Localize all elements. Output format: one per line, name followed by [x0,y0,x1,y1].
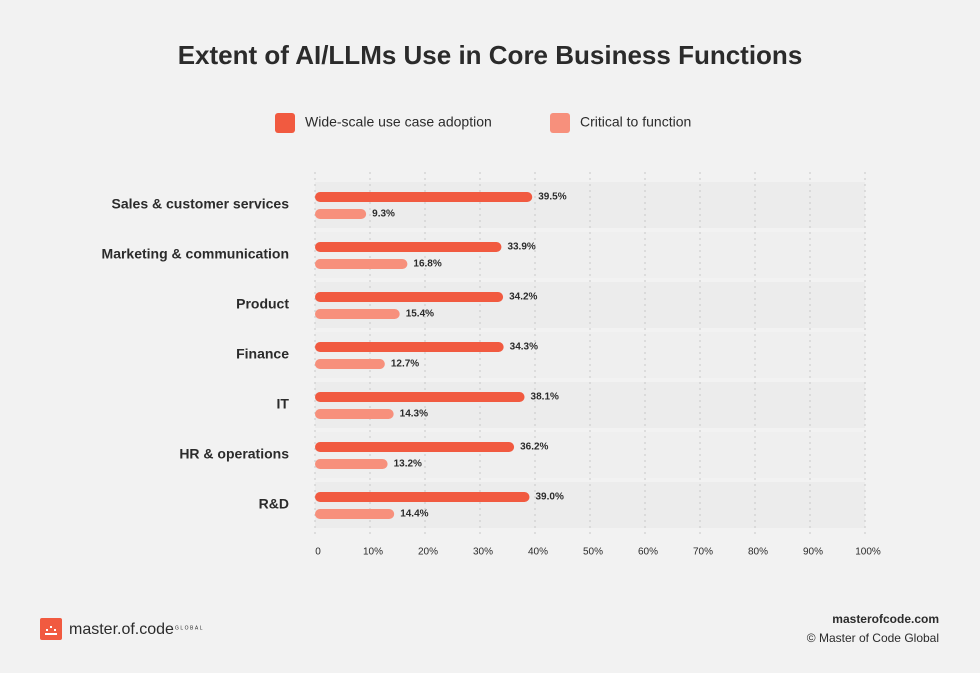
x-tick-label: 70% [693,547,713,558]
y-tick-label: Product [236,296,289,312]
bar [315,259,408,269]
site-url: masterofcode.com [832,612,939,626]
bar [315,342,504,352]
legend-swatch [550,113,570,133]
value-label: 34.2% [509,292,537,303]
bar [315,292,504,302]
value-label: 39.5% [538,192,566,203]
y-tick-label: Marketing & communication [102,246,289,262]
x-tick-label: 0 [315,547,321,558]
x-tick-label: 90% [803,547,823,558]
bar [315,359,385,369]
legend-swatch [275,113,295,133]
bar [315,309,400,319]
bar [315,392,525,402]
x-tick-label: 30% [473,547,493,558]
logo-glyph [45,626,57,635]
x-tick-label: 10% [363,547,383,558]
legend-label: Wide-scale use case adoption [305,114,492,130]
value-label: 38.1% [531,392,559,403]
value-label: 16.8% [413,259,441,270]
value-label: 9.3% [372,209,395,220]
value-label: 14.4% [400,509,428,520]
x-tick-label: 20% [418,547,438,558]
value-label: 14.3% [400,409,428,420]
value-label: 33.9% [507,242,535,253]
x-tick-label: 60% [638,547,658,558]
x-tick-label: 50% [583,547,603,558]
copyright: © Master of Code Global [807,631,939,645]
legend-label: Critical to function [580,114,691,130]
value-label: 13.2% [394,459,422,470]
bar [315,409,394,419]
x-tick-label: 80% [748,547,768,558]
y-tick-label: Finance [236,346,289,362]
bar [315,492,530,502]
logo-icon [40,618,62,640]
y-tick-label: R&D [259,496,289,512]
value-label: 39.0% [536,492,564,503]
value-label: 12.7% [391,359,419,370]
x-tick-label: 100% [855,547,881,558]
logo-sub: GLOBAL [175,625,204,631]
value-label: 15.4% [406,309,434,320]
logo-text: master.of.code [69,621,174,638]
x-tick-label: 40% [528,547,548,558]
value-label: 34.3% [510,342,538,353]
y-tick-label: Sales & customer services [112,196,290,212]
bar [315,209,367,219]
bar [315,442,515,452]
y-tick-label: HR & operations [179,446,289,462]
y-tick-label: IT [277,396,290,412]
bar [315,242,502,252]
bar [315,459,388,469]
bar [315,192,533,202]
bar [315,509,395,519]
value-label: 36.2% [520,442,548,453]
chart-title: Extent of AI/LLMs Use in Core Business F… [178,40,803,70]
